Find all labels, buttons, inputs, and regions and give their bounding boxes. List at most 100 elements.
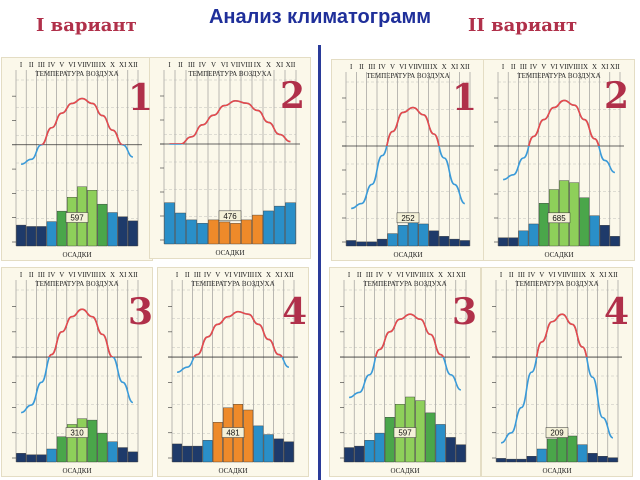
- month-label: X: [442, 63, 447, 71]
- precipitation-bar: [285, 203, 295, 244]
- month-label: V: [59, 271, 64, 279]
- month-label: IV: [199, 61, 206, 69]
- month-label: III: [38, 61, 46, 69]
- precipitation-bar: [388, 234, 398, 246]
- variant-divider: [318, 45, 321, 480]
- month-label: VIII: [414, 271, 427, 279]
- month-label: XII: [284, 271, 294, 279]
- month-label: IV: [204, 271, 211, 279]
- month-label: I: [168, 61, 171, 69]
- precipitation-bar: [175, 213, 185, 244]
- month-label: IV: [48, 61, 55, 69]
- month-label: XII: [128, 61, 138, 69]
- month-label: II: [359, 63, 364, 71]
- month-label: IV: [528, 271, 535, 279]
- precipitation-bar: [128, 221, 137, 246]
- precipitation-total: 310: [70, 429, 84, 438]
- precipitation-bar: [419, 224, 429, 246]
- precipitation-bar: [590, 216, 599, 246]
- precipitation-bar: [57, 437, 66, 462]
- month-label: XII: [456, 271, 466, 279]
- month-label: IV: [378, 63, 385, 71]
- month-label: II: [29, 271, 34, 279]
- precipitation-bar: [509, 238, 518, 246]
- precipitation-bar: [108, 213, 117, 246]
- month-label: X: [266, 271, 271, 279]
- precipitation-bar: [398, 225, 408, 246]
- month-label: III: [520, 63, 528, 71]
- month-label: III: [38, 271, 46, 279]
- precipitation-bar: [367, 242, 377, 246]
- precipitation-bar: [436, 424, 445, 462]
- month-label: V: [215, 271, 220, 279]
- month-label: VI: [399, 63, 407, 71]
- precipitation-bar: [88, 190, 97, 246]
- month-label: XI: [275, 271, 283, 279]
- precipitation-bar: [568, 436, 577, 462]
- chart-footer: ОСАДКИ: [393, 251, 422, 259]
- month-label: V: [541, 63, 546, 71]
- month-label: XI: [451, 63, 459, 71]
- month-label: VI: [68, 271, 76, 279]
- precipitation-total: 481: [226, 429, 240, 438]
- month-label: I: [502, 63, 505, 71]
- month-label: II: [29, 61, 34, 69]
- month-label: IX: [255, 271, 262, 279]
- precipitation-bar: [108, 442, 117, 462]
- month-label: V: [387, 271, 392, 279]
- month-label: II: [509, 271, 514, 279]
- month-label: VI: [550, 63, 558, 71]
- precipitation-bar: [429, 231, 439, 246]
- precipitation-bar: [600, 225, 609, 246]
- variant-2-label: II вариант: [468, 15, 577, 36]
- month-label: IX: [254, 61, 261, 69]
- month-label: II: [357, 271, 362, 279]
- month-label: I: [348, 271, 351, 279]
- month-label: I: [20, 61, 23, 69]
- precipitation-bar: [118, 217, 127, 246]
- precipitation-bar: [244, 410, 253, 462]
- month-label: V: [59, 61, 64, 69]
- precipitation-bar: [527, 456, 536, 462]
- month-label: IX: [581, 63, 588, 71]
- precipitation-bar: [377, 239, 387, 246]
- month-label: X: [592, 63, 597, 71]
- month-label: VIII: [242, 271, 255, 279]
- precipitation-bar: [570, 183, 579, 246]
- month-label: II: [178, 61, 183, 69]
- chart-number: 1: [452, 80, 477, 116]
- precipitation-bar: [193, 446, 202, 462]
- month-label: I: [500, 271, 503, 279]
- precipitation-bar: [186, 220, 196, 244]
- precipitation-bar: [77, 419, 86, 462]
- chart-number: 2: [280, 78, 305, 114]
- precipitation-bar: [547, 439, 556, 462]
- precipitation-bar: [263, 211, 273, 244]
- precipitation-bar: [456, 445, 465, 462]
- precipitation-total: 252: [401, 214, 415, 223]
- month-label: XI: [599, 271, 607, 279]
- chart-footer: ОСАДКИ: [542, 467, 571, 475]
- precipitation-bar: [88, 420, 97, 462]
- month-label: V: [390, 63, 395, 71]
- month-label: VI: [396, 271, 404, 279]
- month-label: III: [368, 63, 376, 71]
- precipitation-bar: [357, 242, 367, 246]
- month-label: VI: [548, 271, 556, 279]
- month-label: XI: [119, 61, 127, 69]
- precipitation-bar: [578, 445, 587, 462]
- month-label: XI: [447, 271, 455, 279]
- precipitation-bar: [230, 223, 240, 244]
- month-label: III: [194, 271, 202, 279]
- precipitation-bar: [344, 448, 353, 462]
- month-label: X: [110, 271, 115, 279]
- month-label: IX: [579, 271, 586, 279]
- month-label: V: [539, 271, 544, 279]
- precipitation-bar: [98, 433, 107, 462]
- month-label: VII: [231, 61, 241, 69]
- month-label: VIII: [417, 63, 430, 71]
- month-label: XII: [286, 61, 296, 69]
- precipitation-bar: [580, 198, 589, 246]
- precipitation-bar: [446, 437, 455, 462]
- chart-number: 1: [128, 80, 153, 116]
